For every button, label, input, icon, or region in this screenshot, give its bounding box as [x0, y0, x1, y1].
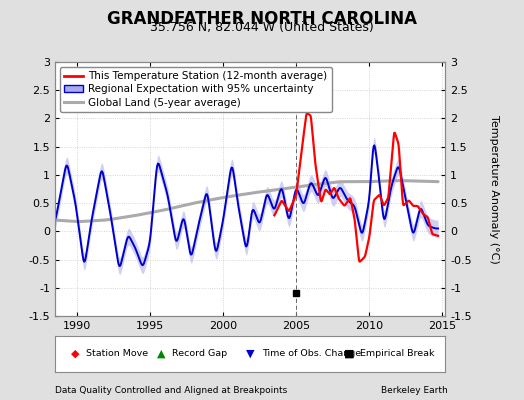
Text: Empirical Break: Empirical Break: [359, 349, 434, 358]
Text: Station Move: Station Move: [86, 349, 148, 358]
Text: ▲: ▲: [157, 348, 165, 358]
Y-axis label: Temperature Anomaly (°C): Temperature Anomaly (°C): [488, 115, 498, 263]
Text: Record Gap: Record Gap: [172, 349, 227, 358]
Text: Data Quality Controlled and Aligned at Breakpoints: Data Quality Controlled and Aligned at B…: [55, 386, 287, 395]
Text: ▼: ▼: [246, 348, 255, 358]
Legend: This Temperature Station (12-month average), Regional Expectation with 95% uncer: This Temperature Station (12-month avera…: [60, 67, 332, 112]
Text: ■: ■: [344, 348, 354, 358]
Text: Time of Obs. Change: Time of Obs. Change: [262, 349, 361, 358]
Text: Berkeley Earth: Berkeley Earth: [381, 386, 448, 395]
Text: GRANDFATHER NORTH CAROLINA: GRANDFATHER NORTH CAROLINA: [107, 10, 417, 28]
Text: 35.756 N, 82.044 W (United States): 35.756 N, 82.044 W (United States): [150, 21, 374, 34]
Text: ◆: ◆: [71, 348, 79, 358]
